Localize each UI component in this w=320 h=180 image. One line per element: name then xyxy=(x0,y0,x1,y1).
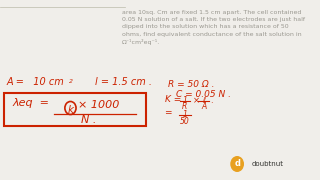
Text: l = 1.5 cm .: l = 1.5 cm . xyxy=(94,77,151,87)
FancyBboxPatch shape xyxy=(4,93,146,126)
Text: N .: N . xyxy=(81,115,96,125)
Text: .: . xyxy=(210,96,212,105)
Text: k: k xyxy=(68,105,74,114)
Text: 2: 2 xyxy=(69,79,73,84)
Text: 50: 50 xyxy=(180,117,190,126)
Text: R: R xyxy=(182,102,187,111)
Text: area 10sq. Cm are fixed 1.5 cm apart. The cell contained
0.05 N solution of a sa: area 10sq. Cm are fixed 1.5 cm apart. Th… xyxy=(122,10,305,45)
Text: 1: 1 xyxy=(182,96,187,105)
Text: ×: × xyxy=(192,96,199,105)
Text: d: d xyxy=(234,159,240,168)
Text: K =: K = xyxy=(165,95,187,104)
Text: C = 0.05 N .: C = 0.05 N . xyxy=(176,90,231,99)
Circle shape xyxy=(65,102,76,114)
Text: × 1000: × 1000 xyxy=(78,100,120,110)
Circle shape xyxy=(230,156,244,172)
Text: =: = xyxy=(165,108,178,117)
Text: λeq  =: λeq = xyxy=(12,98,52,108)
Text: ℓ: ℓ xyxy=(202,96,205,105)
Text: R = 50 Ω .: R = 50 Ω . xyxy=(168,80,215,89)
Text: A: A xyxy=(201,102,206,111)
Text: A =   10 cm: A = 10 cm xyxy=(7,77,65,87)
Text: 1: 1 xyxy=(182,110,187,119)
Text: doubtnut: doubtnut xyxy=(252,161,284,167)
